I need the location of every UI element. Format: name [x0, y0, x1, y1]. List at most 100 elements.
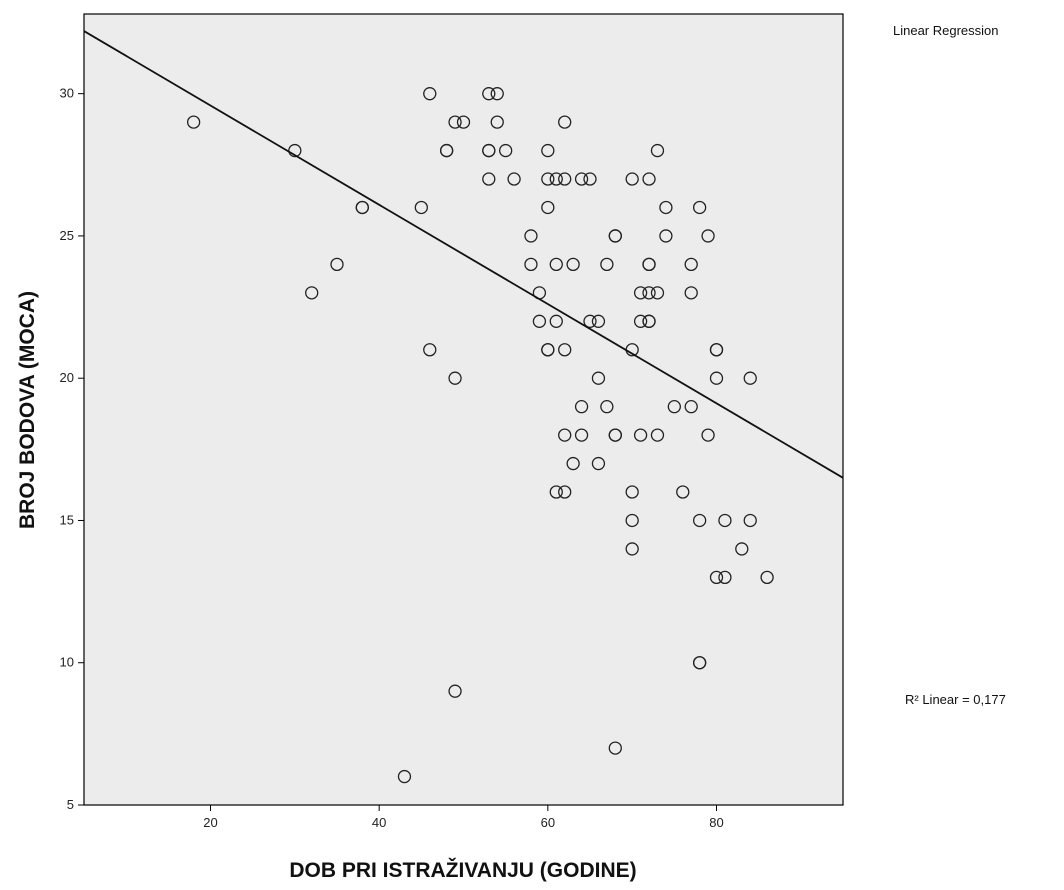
data-point [633, 286, 648, 300]
data-point [414, 200, 428, 215]
data-point [684, 400, 698, 414]
data-point [684, 257, 698, 272]
data-point [684, 286, 698, 300]
data-point [456, 115, 471, 129]
data-point [625, 542, 639, 556]
x-tick-label: 40 [372, 815, 386, 830]
data-point [448, 115, 462, 129]
data-point [743, 371, 757, 385]
legend-label: Linear Regression [893, 23, 999, 38]
data-point [355, 200, 369, 215]
data-point [735, 542, 749, 556]
data-point [676, 485, 690, 499]
data-point [583, 314, 597, 328]
data-point [709, 570, 724, 585]
data-point [692, 200, 707, 215]
data-point [659, 200, 673, 215]
x-tick-label: 60 [541, 815, 555, 830]
data-point [490, 87, 504, 101]
data-point [591, 456, 606, 471]
data-point [482, 172, 496, 186]
data-point [642, 172, 656, 186]
data-point [583, 172, 597, 186]
data-point [524, 257, 538, 272]
data-point [524, 229, 538, 243]
data-point [549, 314, 563, 328]
data-point [650, 428, 665, 442]
data-point [659, 229, 673, 243]
data-point [642, 286, 656, 300]
data-point [600, 257, 614, 272]
data-point [558, 115, 572, 129]
data-point [439, 143, 454, 158]
data-point [532, 314, 547, 328]
data-point [743, 513, 757, 528]
y-tick-label: 15 [60, 512, 74, 527]
data-point [574, 428, 589, 442]
y-tick-label: 30 [60, 86, 74, 101]
y-tick-label: 25 [60, 228, 74, 243]
data-point [692, 656, 707, 670]
data-point [642, 257, 656, 272]
data-point [591, 371, 606, 385]
data-point [549, 257, 563, 272]
data-point [558, 485, 572, 499]
data-point [642, 314, 656, 328]
data-point [482, 143, 496, 158]
data-point [288, 143, 302, 158]
data-point [507, 172, 521, 186]
data-point [448, 684, 462, 698]
data-point [423, 87, 437, 101]
data-point [692, 513, 707, 528]
data-point [633, 314, 648, 328]
data-point [448, 371, 462, 385]
data-point [186, 115, 201, 129]
data-point [541, 143, 555, 158]
data-point [667, 400, 681, 414]
data-point [397, 769, 412, 784]
data-point [600, 400, 614, 414]
data-point [709, 371, 724, 385]
data-point [608, 428, 622, 442]
axis-ticks: 20 40 60 80 5 10 15 20 25 30 [60, 86, 724, 830]
regression-line [83, 30, 844, 479]
data-point [541, 343, 555, 357]
data-point [490, 115, 504, 129]
data-point [650, 286, 665, 300]
data-point [330, 257, 344, 272]
data-point [625, 485, 639, 499]
r-squared-annotation: R² Linear = 0,177 [905, 692, 1006, 707]
data-point [558, 172, 572, 186]
data-point [608, 229, 622, 243]
data-point [499, 143, 513, 158]
data-point [549, 485, 563, 499]
data-point [423, 343, 437, 357]
x-tick-label: 20 [203, 815, 217, 830]
data-point [566, 456, 580, 471]
y-tick-label: 10 [60, 655, 74, 670]
data-point [718, 513, 732, 528]
data-point [608, 741, 622, 755]
y-axis-title: BROJ BODOVA (MOCA) [16, 291, 39, 529]
data-point [633, 428, 648, 442]
data-point [574, 172, 589, 186]
data-point [566, 257, 580, 272]
data-point [701, 428, 715, 442]
plot-area [83, 13, 844, 806]
data-point [305, 286, 319, 300]
data-point [541, 172, 555, 186]
data-point [591, 314, 606, 328]
x-tick-label: 80 [709, 815, 723, 830]
data-point [650, 143, 665, 158]
data-point [574, 400, 589, 414]
data-point [558, 343, 572, 357]
y-tick-label: 5 [67, 797, 74, 812]
data-point [709, 343, 724, 357]
data-points [186, 87, 774, 784]
data-point [718, 570, 732, 585]
data-point [541, 200, 555, 215]
data-point [625, 172, 639, 186]
x-axis-title: DOB PRI ISTRAŽIVANJU (GODINE) [289, 858, 636, 882]
y-tick-label: 20 [60, 370, 74, 385]
